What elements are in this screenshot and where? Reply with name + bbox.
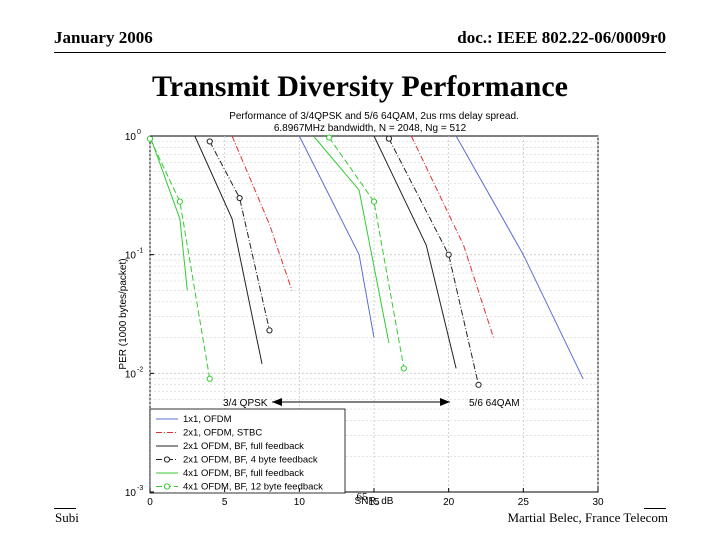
x-tick-label: 5: [222, 497, 228, 505]
annotation-qpsk: 3/4 QPSK: [223, 398, 268, 409]
header-doc-id: doc.: IEEE 802.22-06/0009r0: [457, 28, 666, 47]
y-tick-label: 10: [125, 488, 137, 499]
data-point: [475, 381, 482, 388]
series-line: [455, 135, 584, 380]
series-2: [231, 135, 494, 338]
annotation-arrow-left: [272, 398, 282, 406]
legend-box: [149, 408, 346, 494]
legend-label: 4x1 OFDM, BF, 12 byte feedback: [183, 482, 323, 493]
x-tick-label: 10: [294, 497, 306, 505]
legend-label: 2x1 OFDM, BF, 4 byte feedback: [183, 455, 318, 466]
grid: [149, 136, 599, 492]
data-point: [206, 375, 213, 382]
per-vs-snr-chart: Performance of 3/4QPSK and 5/6 64QAM, 2u…: [118, 111, 604, 505]
series-5: [149, 135, 390, 344]
x-tick-label: 0: [147, 497, 153, 505]
header-rule: [54, 52, 666, 53]
x-tick-label: 30: [592, 497, 604, 505]
series-3: [194, 135, 457, 369]
x-tick-label: 25: [518, 497, 530, 505]
series-layer: [146, 134, 584, 388]
series-6: [146, 134, 407, 382]
series-1: [298, 135, 584, 380]
data-point: [236, 194, 243, 202]
series-line: [410, 135, 494, 338]
y-tick-label: 10: [125, 369, 137, 380]
legend: 1x1, OFDM 2x1, OFDM, STBC 2x1 OFDM, BF, fu…: [149, 408, 346, 494]
x-axis-label: SNR, dB: [355, 496, 394, 505]
y-tick-exponent: -1: [137, 248, 143, 255]
chart-subtitle: 6.8967MHz bandwidth, N = 2048, Ng = 512: [274, 123, 467, 134]
legend-label: 2x1 OFDM, BF, full feedback: [183, 441, 304, 452]
x-tick-label: 15: [368, 497, 380, 505]
y-tick-label: 10: [125, 251, 137, 262]
footer-page-number: 65: [357, 491, 369, 503]
y-tick-exponent: -3: [137, 485, 143, 492]
data-point: [385, 135, 393, 142]
series-line: [373, 135, 457, 369]
data-point: [445, 251, 452, 258]
annotation-layer: 3/4 QPSK 5/6 64QAM: [223, 398, 520, 409]
legend-marker: [163, 483, 171, 490]
footer-rule-right: [644, 508, 666, 509]
annotation-arrow-right: [440, 398, 450, 406]
data-point: [176, 198, 183, 205]
y-axis-label: PER (1000 bytes/packet): [118, 258, 129, 369]
series-line: [298, 135, 375, 338]
header-date: January 2006: [54, 28, 153, 47]
y-tick-exponent: 0: [137, 129, 141, 136]
data-point: [206, 138, 213, 145]
x-tick-label: 20: [443, 497, 455, 505]
y-tick-exponent: -2: [137, 366, 143, 373]
series-line: [194, 135, 263, 365]
legend-marker: [163, 456, 171, 463]
data-point: [326, 134, 333, 141]
series-line: [149, 138, 211, 379]
series-line: [313, 136, 390, 344]
legend-label: 1x1, OFDM: [183, 414, 232, 425]
legend-label: 2x1, OFDM, STBC: [183, 428, 262, 439]
slide-title: Transmit Diversity Performance: [152, 70, 568, 103]
footer-author: Martial Belec, France Telecom: [507, 510, 668, 525]
footer-rule-left: [54, 508, 76, 509]
chart-title: Performance of 3/4QPSK and 5/6 64QAM, 2u…: [229, 111, 519, 122]
series-line: [209, 141, 270, 331]
data-point: [266, 327, 273, 334]
footer-submission: Subi: [55, 510, 79, 525]
series-line: [328, 137, 405, 369]
series-line: [149, 135, 188, 291]
legend-label: 4x1 OFDM, BF, full feedback: [183, 468, 304, 479]
data-point: [400, 365, 407, 372]
y-tick-label: 10: [125, 132, 137, 143]
data-point: [146, 135, 154, 142]
series-4: [206, 135, 482, 388]
data-point: [370, 198, 378, 205]
annotation-64qam: 5/6 64QAM: [469, 398, 520, 409]
